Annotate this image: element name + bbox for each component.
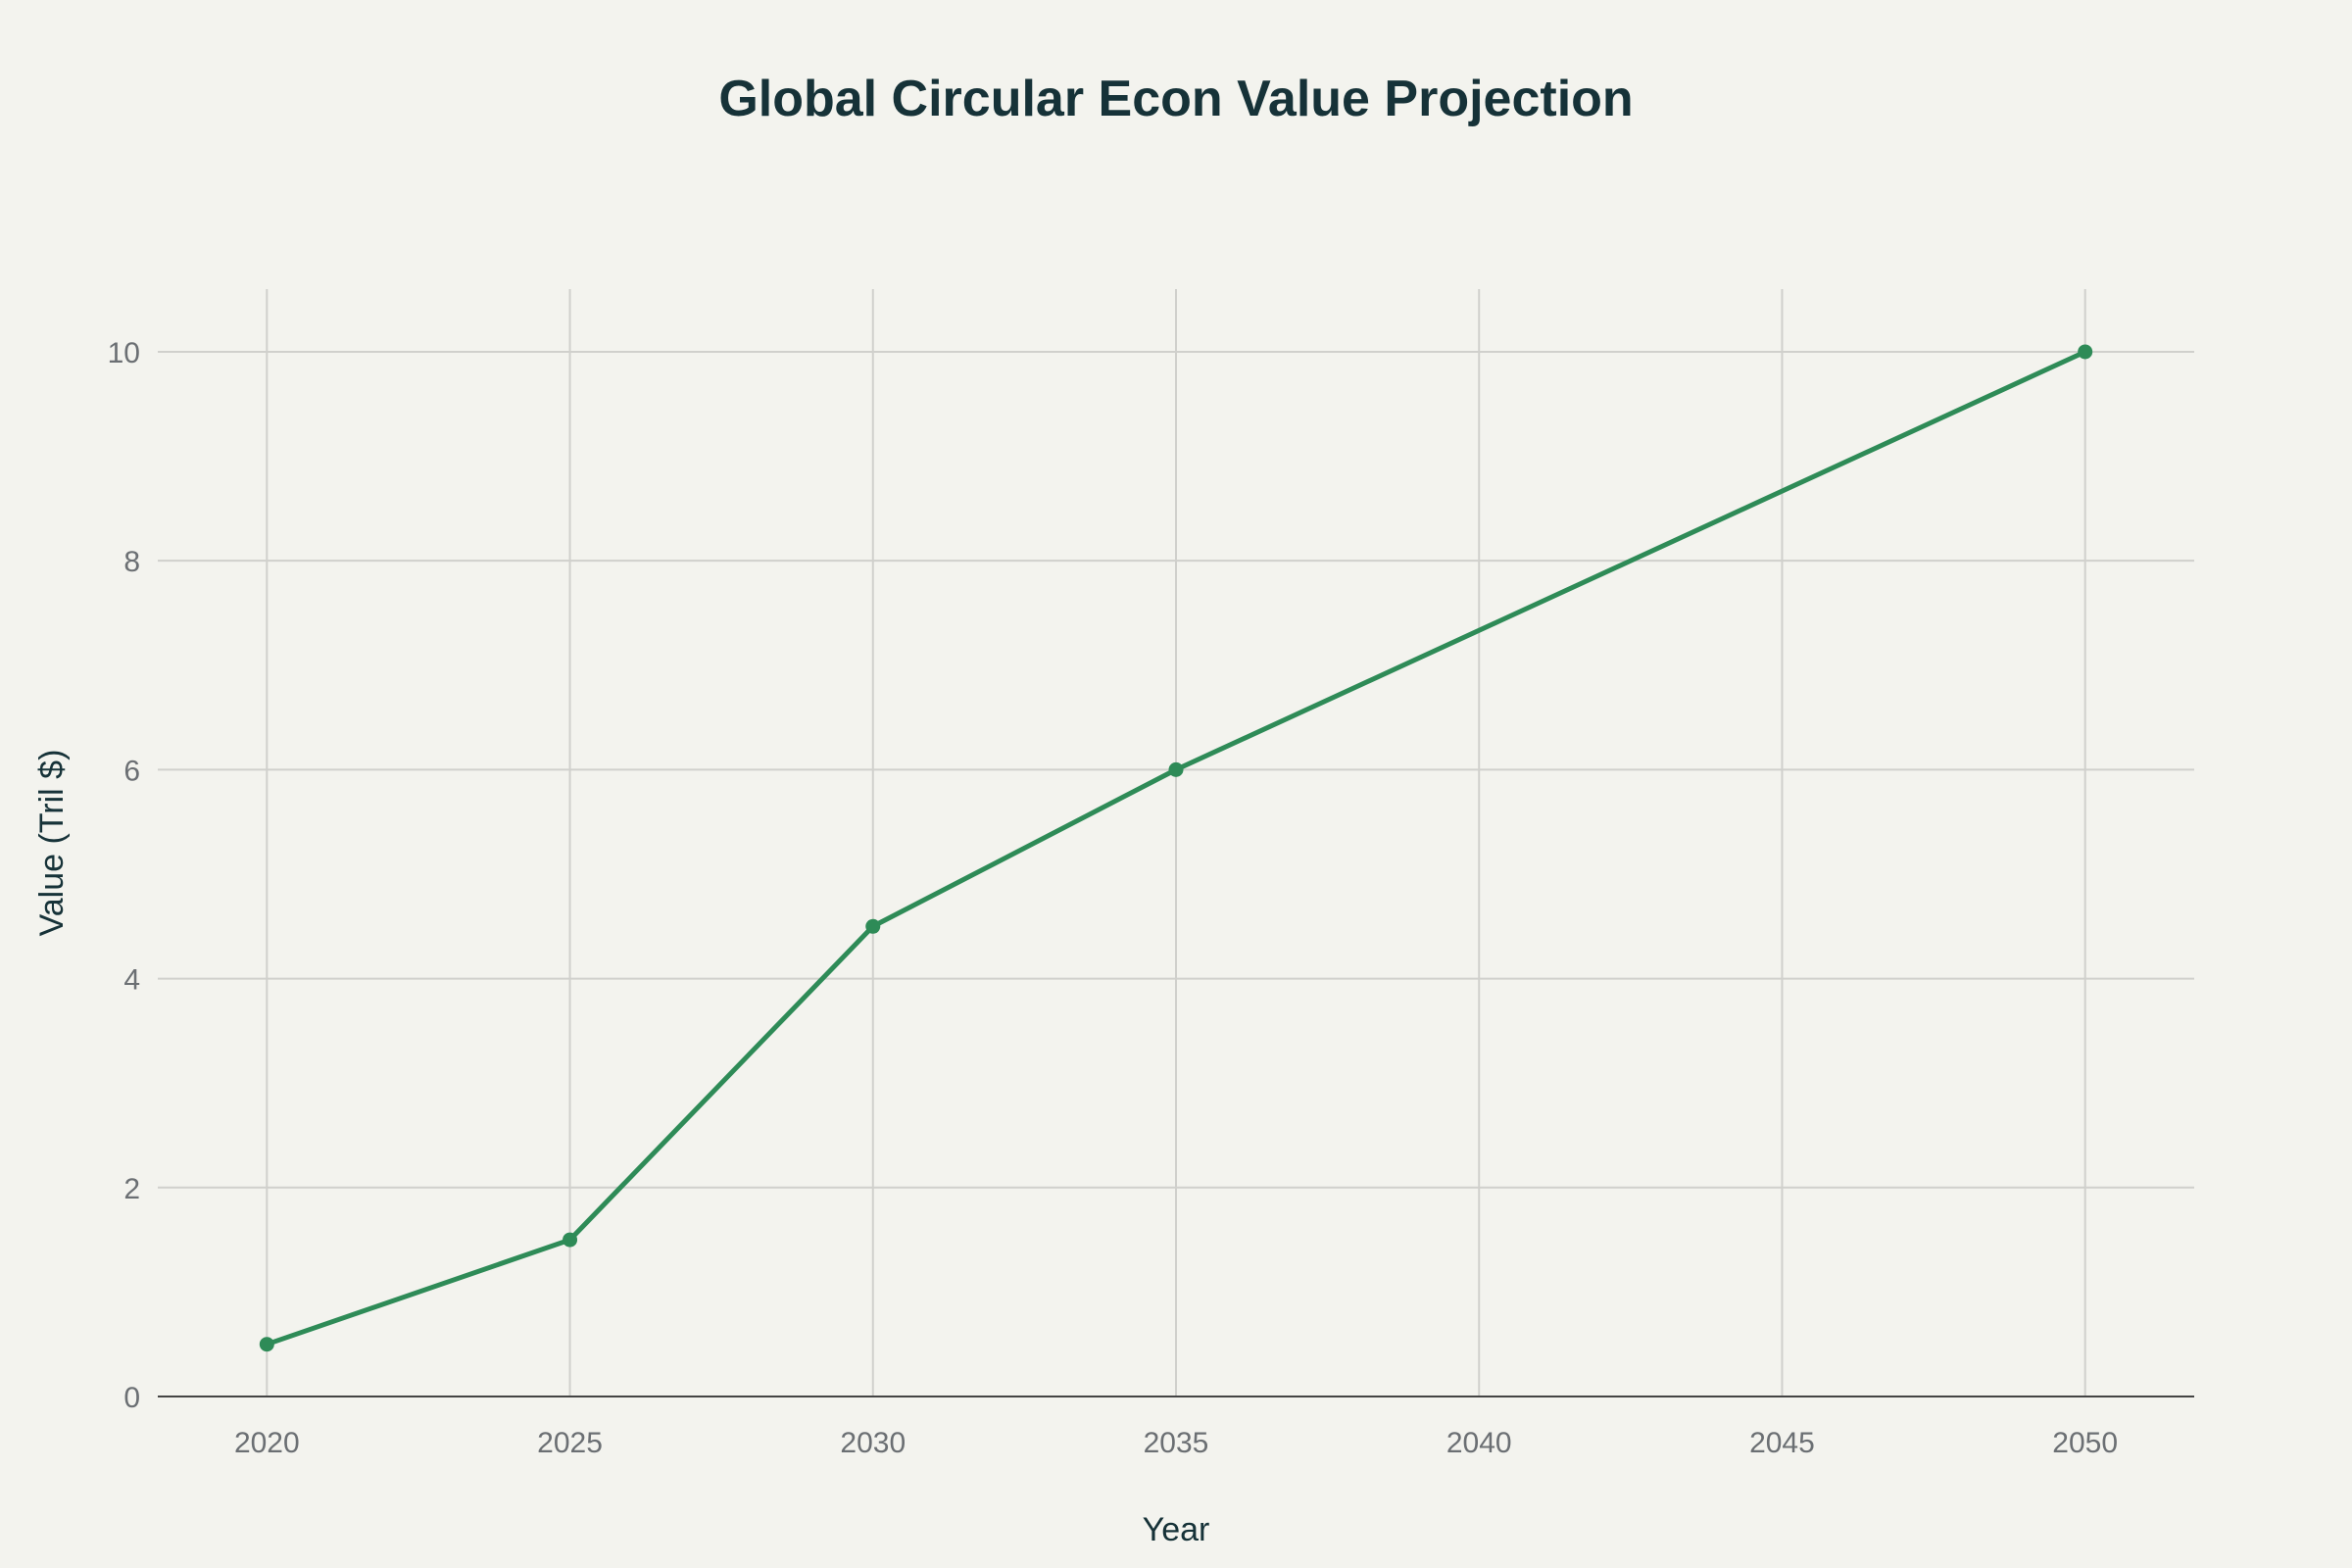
series [259, 344, 2093, 1352]
data-point [1168, 761, 1184, 777]
x-axis-ticks: 2020 2025 2030 2035 2040 2045 2050 [234, 1427, 2118, 1459]
y-tick-label: 0 [123, 1382, 140, 1414]
x-axis-label: Year [1143, 1511, 1210, 1548]
y-tick-label: 6 [123, 755, 140, 787]
y-axis-ticks: 0 2 4 6 8 10 [108, 337, 140, 1414]
x-tick-label: 2040 [1446, 1427, 1512, 1459]
chart-title: Global Circular Econ Value Projection [718, 71, 1633, 127]
y-tick-label: 10 [108, 337, 140, 369]
data-point [2078, 344, 2093, 360]
x-tick-label: 2030 [840, 1427, 906, 1459]
y-tick-label: 4 [123, 964, 140, 997]
x-tick-label: 2025 [537, 1427, 603, 1459]
data-point [865, 918, 881, 934]
x-tick-label: 2035 [1144, 1427, 1209, 1459]
y-axis-label: Value (Tril $) [33, 750, 71, 937]
data-point [563, 1232, 578, 1248]
grid [158, 289, 2194, 1397]
y-tick-label: 8 [123, 546, 140, 578]
data-point [259, 1337, 274, 1352]
y-tick-label: 2 [123, 1173, 140, 1205]
x-tick-label: 2045 [1749, 1427, 1815, 1459]
x-tick-label: 2050 [2052, 1427, 2118, 1459]
x-tick-label: 2020 [234, 1427, 300, 1459]
